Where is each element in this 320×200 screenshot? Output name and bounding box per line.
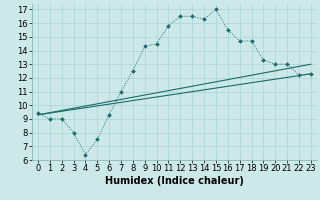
X-axis label: Humidex (Indice chaleur): Humidex (Indice chaleur) bbox=[105, 176, 244, 186]
